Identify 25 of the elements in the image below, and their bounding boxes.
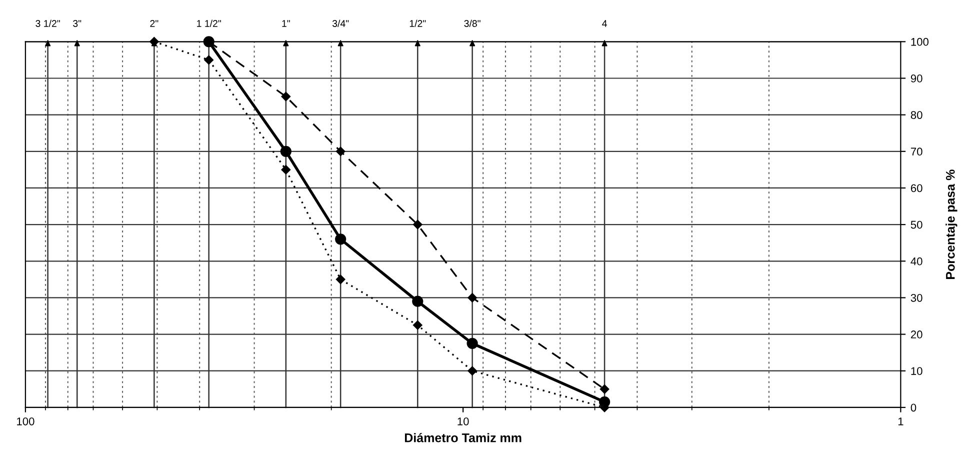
y-tick-label: 90 — [910, 74, 922, 82]
y-axis-title: Porcentaje pasa % — [946, 170, 958, 279]
y-tick-label: 20 — [910, 330, 922, 338]
annotation: 1/2" — [410, 20, 426, 27]
x-tick-label: 1 — [898, 418, 904, 426]
y-tick-label: 10 — [911, 367, 922, 375]
annotation: 3 1/2" — [36, 20, 60, 27]
y-tick-label: 100 — [911, 38, 929, 46]
x-tick-label: 10 — [458, 417, 469, 426]
y-tick-label: 30 — [910, 294, 922, 302]
annotation: 1 1/2" — [197, 20, 221, 27]
y-tick-label: 60 — [910, 184, 922, 192]
y-tick-label: 70 — [910, 148, 922, 156]
annotation: 3/4" — [332, 20, 349, 27]
annotation: 3/8" — [464, 20, 480, 27]
y-tick-label: 80 — [910, 111, 922, 119]
annotation: 4 — [602, 20, 607, 27]
y-tick-label: 50 — [910, 220, 922, 229]
annotation: 3" — [73, 20, 82, 27]
y-tick-label: 0 — [910, 404, 916, 412]
x-tick-label: 100 — [17, 417, 34, 426]
annotation: 1" — [282, 20, 290, 27]
annotation: 2" — [150, 20, 158, 27]
x-axis-title: Diámetro Tamiz mm — [404, 432, 522, 442]
y-tick-label: 40 — [910, 257, 922, 266]
